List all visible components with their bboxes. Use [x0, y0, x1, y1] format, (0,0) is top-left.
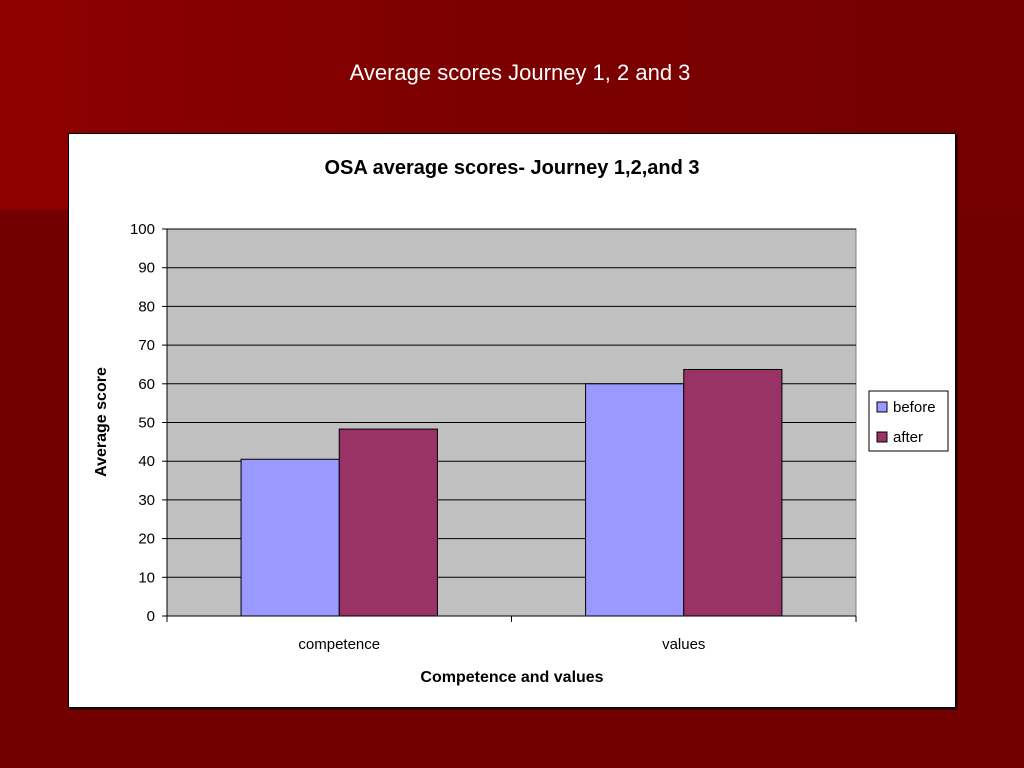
chart-title: OSA average scores- Journey 1,2,and 3 [325, 157, 700, 179]
y-tick-label: 40 [138, 453, 155, 470]
bar-before-values [585, 383, 685, 617]
x-tick-label: competence [298, 636, 380, 653]
bar-chart: OSA average scores- Journey 1,2,and 3 0 1… [93, 157, 949, 686]
legend-swatch-before [876, 401, 888, 413]
legend-label-before: before [893, 399, 936, 416]
y-tick-label: 60 [138, 376, 155, 393]
x-axis-title: Competence and values [420, 669, 603, 686]
y-tick-label: 20 [138, 531, 155, 548]
legend-label-after: after [893, 429, 923, 446]
y-tick-label: 0 [147, 608, 155, 625]
y-tick-label: 50 [138, 415, 155, 432]
y-tick-label: 100 [130, 221, 155, 238]
y-tick-label: 30 [138, 492, 155, 509]
x-tick-label: values [662, 636, 705, 653]
y-axis-title: Average score [93, 367, 110, 477]
legend-swatch-after [876, 431, 888, 443]
slide-title: Average scores Journey 1, 2 and 3 [349, 60, 691, 85]
chart-container: OSA average scores- Journey 1,2,and 3 0 1… [68, 133, 956, 708]
y-tick-label: 90 [138, 260, 155, 277]
y-tick-label: 70 [138, 337, 155, 354]
bar-after-values [683, 368, 783, 617]
bar-after-competence [338, 428, 438, 617]
y-tick-label: 10 [138, 569, 155, 586]
y-tick-label: 80 [138, 298, 155, 315]
bar-before-competence [240, 458, 340, 617]
